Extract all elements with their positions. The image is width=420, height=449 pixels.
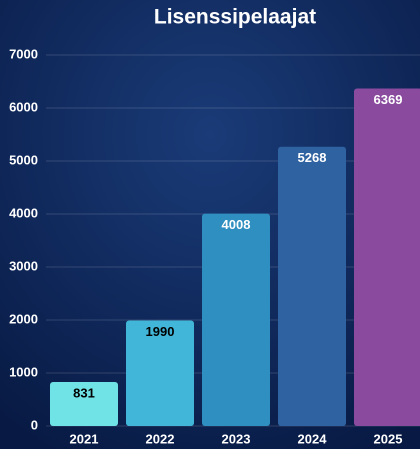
bar — [202, 213, 270, 426]
bar — [278, 146, 346, 426]
bar — [354, 88, 420, 426]
chart-title: Lisenssipelaajat — [154, 6, 316, 29]
y-tick-label: 2000 — [9, 311, 38, 326]
y-tick-label: 0 — [31, 417, 38, 432]
x-tick-label: 2025 — [374, 431, 403, 446]
value-label: 4008 — [222, 217, 251, 232]
value-label: 1990 — [146, 324, 175, 339]
y-tick-label: 7000 — [9, 46, 38, 61]
x-tick-label: 2023 — [222, 431, 251, 446]
bar — [50, 381, 118, 426]
x-tick-label: 2021 — [70, 431, 99, 446]
y-tick-label: 4000 — [9, 205, 38, 220]
value-label: 5268 — [298, 150, 327, 165]
value-label: 6369 — [374, 92, 403, 107]
y-tick-label: 6000 — [9, 99, 38, 114]
bar — [126, 320, 194, 426]
x-tick-label: 2024 — [298, 431, 328, 446]
y-tick-label: 1000 — [9, 364, 38, 379]
y-tick-label: 5000 — [9, 152, 38, 167]
x-tick-label: 2022 — [146, 431, 175, 446]
y-tick-label: 3000 — [9, 258, 38, 273]
value-label: 831 — [73, 385, 95, 400]
